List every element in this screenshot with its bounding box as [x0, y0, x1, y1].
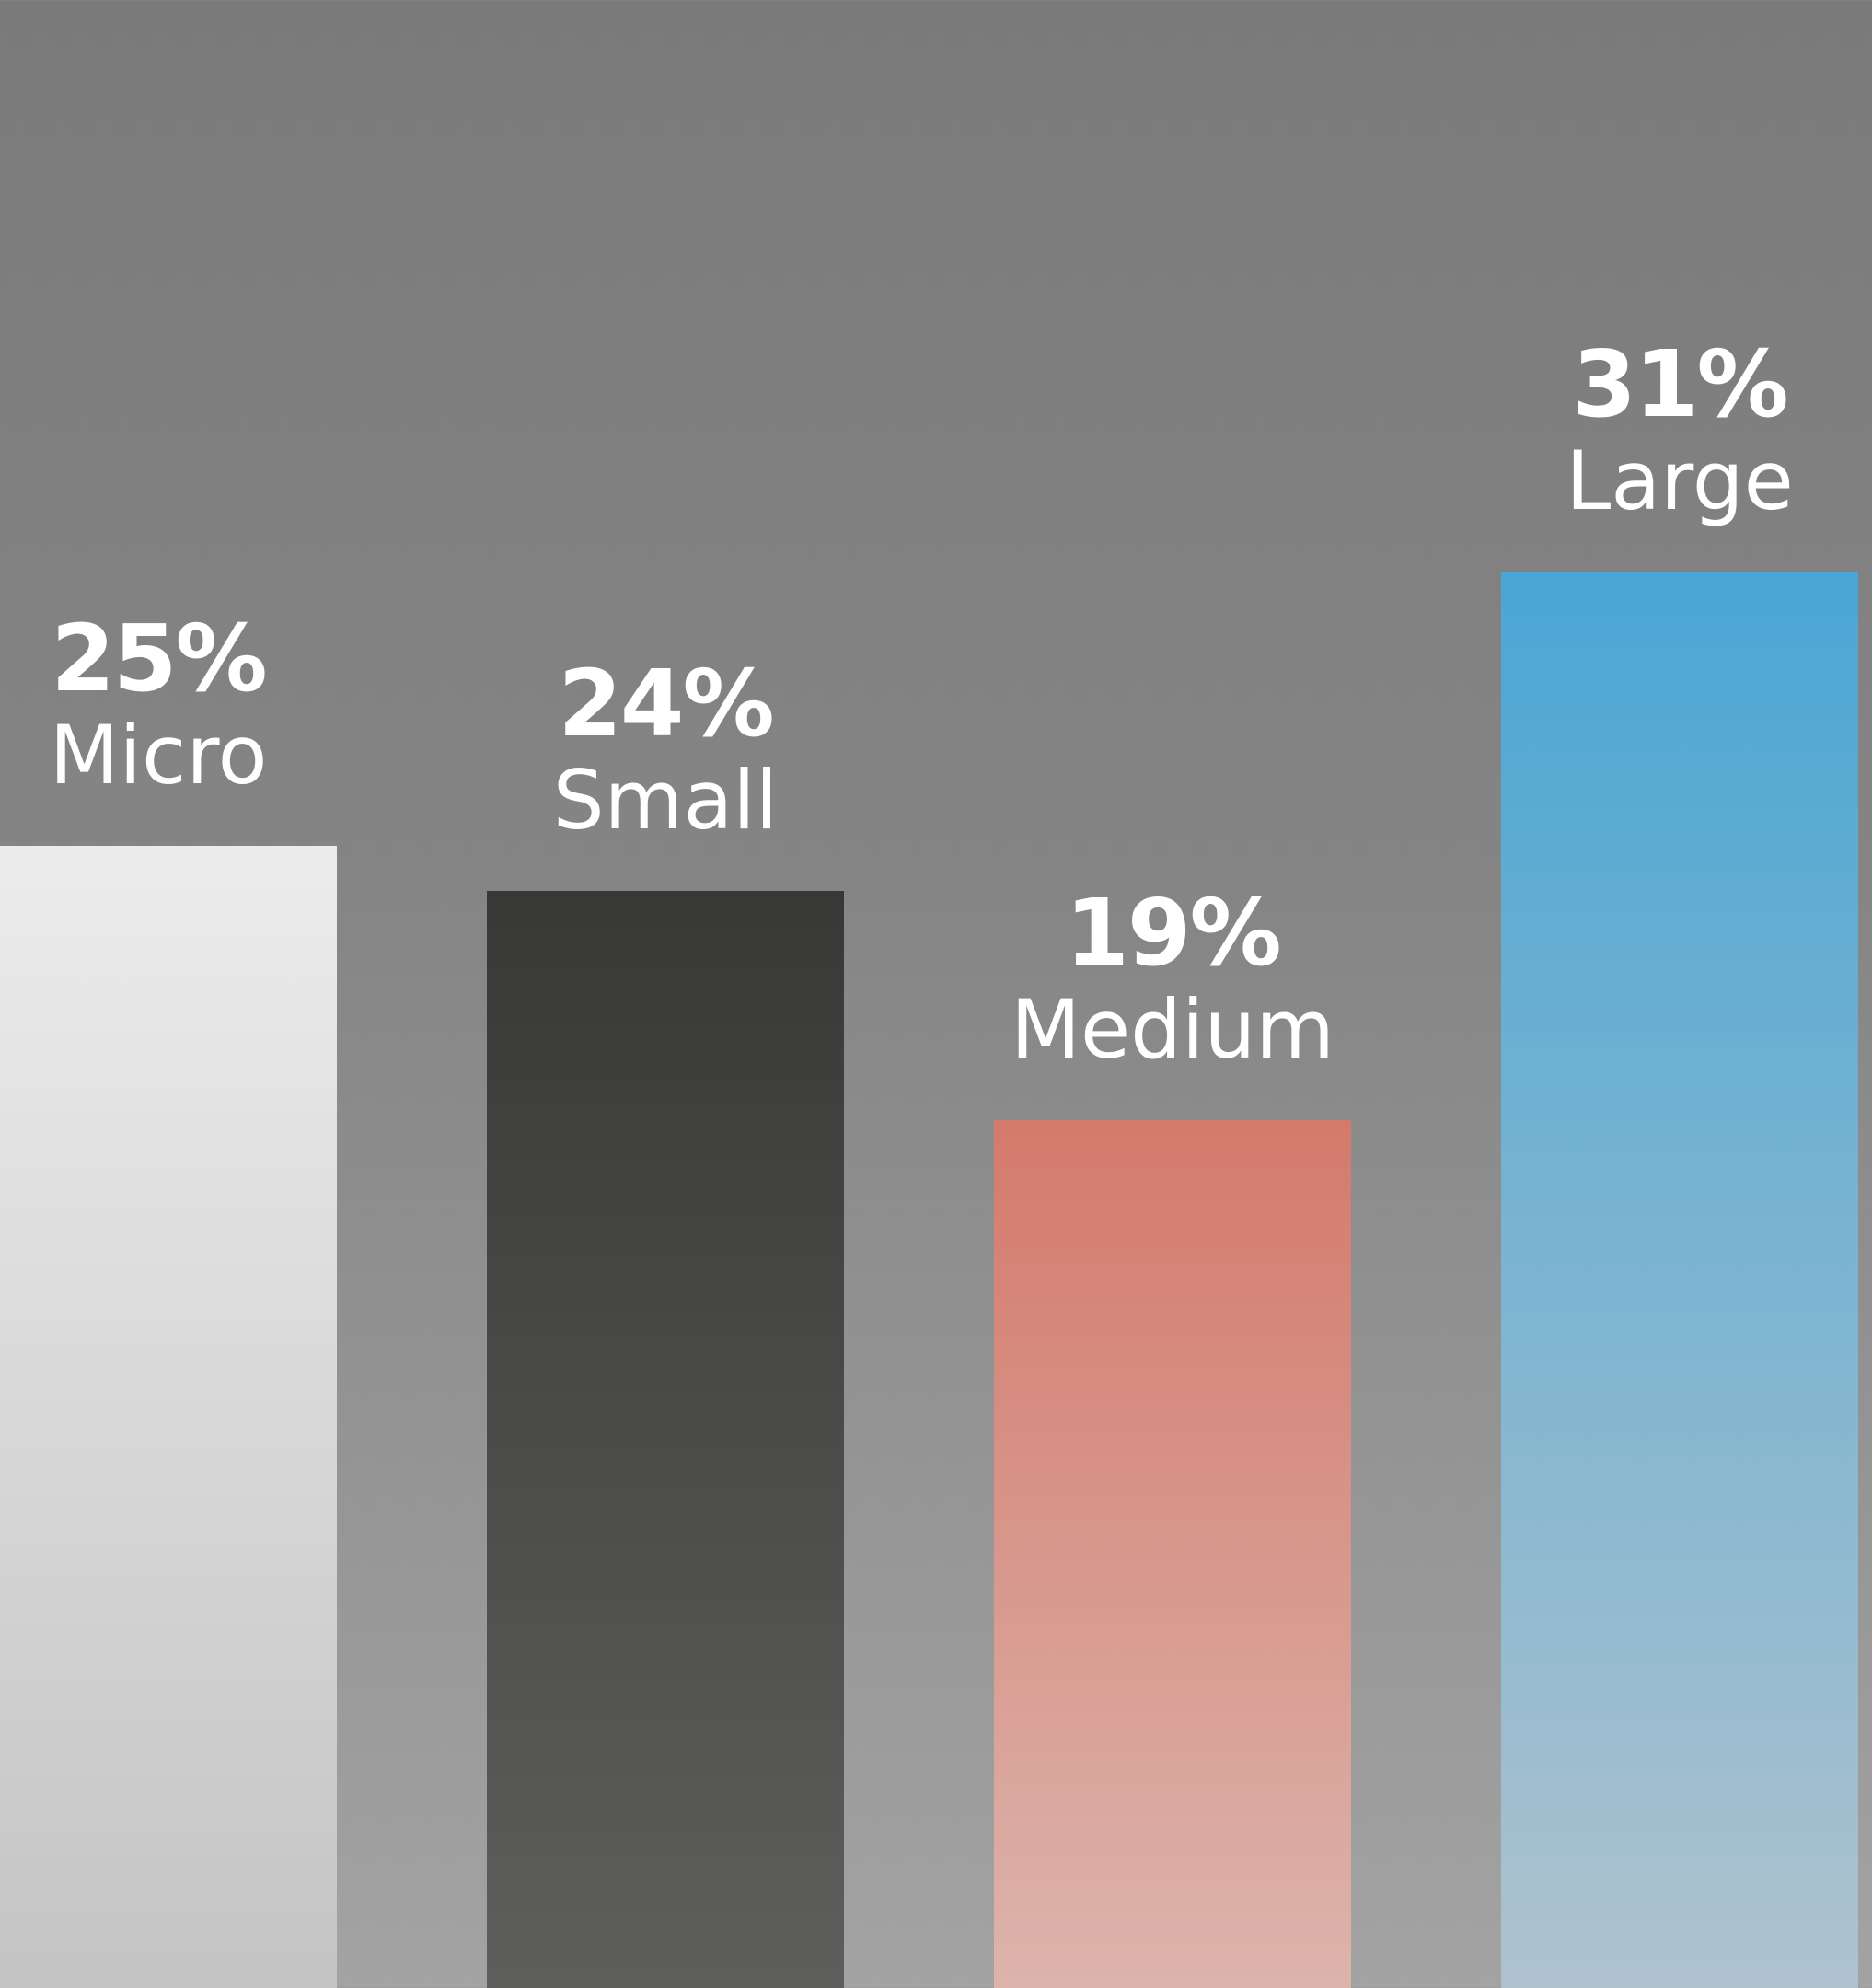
category-label: Small	[552, 753, 779, 848]
value-label: 19%	[1065, 879, 1281, 987]
category-label: Large	[1566, 433, 1794, 528]
bar-small	[487, 891, 844, 1988]
bar-large	[1501, 572, 1858, 1988]
value-label: 31%	[1572, 330, 1788, 438]
value-label: 25%	[51, 605, 267, 712]
bar-micro	[0, 846, 337, 1988]
bar-medium	[994, 1120, 1351, 1988]
value-label: 24%	[558, 650, 774, 757]
category-label: Medium	[1011, 982, 1335, 1077]
category-label: Micro	[49, 708, 268, 803]
